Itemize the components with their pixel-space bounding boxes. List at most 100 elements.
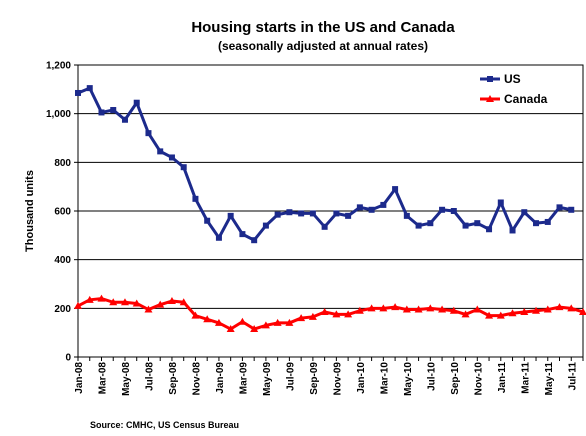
data-point-canada — [261, 321, 270, 329]
data-point-us — [133, 99, 140, 106]
data-point-canada — [438, 305, 447, 313]
data-point-canada — [191, 311, 200, 319]
x-tick-label: Mar-11 — [520, 362, 531, 394]
data-point-us — [145, 130, 152, 137]
x-tick-label: Jul-08 — [144, 362, 155, 391]
data-point-canada — [379, 304, 388, 312]
y-tick-label: 0 — [65, 353, 71, 364]
data-point-us — [345, 212, 352, 219]
x-tick-label: May-11 — [544, 362, 555, 396]
data-point-us — [227, 212, 234, 219]
data-point-us — [427, 220, 434, 227]
data-point-us — [98, 109, 105, 116]
data-point-canada — [426, 304, 435, 312]
series-layer — [74, 85, 586, 333]
y-tick-label: 1,200 — [46, 61, 71, 72]
data-point-us — [192, 195, 199, 202]
data-point-us — [262, 222, 269, 229]
data-point-us — [180, 164, 187, 171]
data-point-canada — [344, 310, 353, 318]
data-point-us — [415, 222, 422, 229]
data-point-canada — [308, 312, 317, 320]
data-point-us — [239, 231, 246, 238]
x-tick-label: Jul-09 — [285, 362, 296, 391]
x-tick-label: Jan-09 — [215, 362, 226, 394]
data-point-us — [450, 208, 457, 214]
data-point-us — [75, 89, 81, 96]
x-tick-label: May-09 — [262, 362, 273, 396]
data-point-canada — [203, 315, 212, 323]
x-axis-ticks: Jan-08 Mar-08 May-08 Jul-08 Sep-08 Nov-08 Jan-… — [74, 357, 584, 396]
x-tick-label: Nov-09 — [332, 362, 343, 396]
x-tick-label: Jan-10 — [356, 362, 367, 394]
data-point-us — [215, 234, 222, 241]
data-point-us — [333, 210, 340, 217]
y-tick-label: 200 — [54, 304, 71, 315]
chart-title: Housing starts in the US and Canada — [191, 19, 455, 36]
data-point-us — [309, 210, 316, 217]
data-point-canada — [85, 295, 94, 303]
data-point-us — [486, 226, 493, 233]
data-point-us — [110, 107, 117, 114]
data-point-us — [286, 209, 293, 216]
x-tick-label: Nov-10 — [473, 362, 484, 396]
x-tick-label: May-08 — [121, 362, 132, 396]
legend-marker-us — [487, 76, 493, 82]
data-point-canada — [391, 303, 400, 311]
legend-label-canada: Canada — [504, 92, 548, 106]
data-point-canada — [132, 299, 141, 307]
data-point-canada — [273, 318, 282, 326]
x-tick-label: Nov-08 — [191, 362, 202, 396]
data-point-us — [380, 201, 387, 208]
data-point-us — [204, 217, 211, 224]
x-tick-label: May-10 — [403, 362, 414, 396]
data-point-us — [251, 237, 258, 244]
data-point-canada — [414, 305, 423, 313]
chart-subtitle: (seasonally adjusted at annual rates) — [218, 39, 428, 53]
x-tick-label: Sep-09 — [309, 362, 320, 395]
data-point-canada — [167, 297, 176, 305]
gridlines — [78, 113, 583, 309]
data-point-us — [321, 223, 328, 230]
data-point-canada — [179, 298, 188, 306]
data-point-canada — [532, 306, 541, 314]
x-tick-label: Mar-09 — [238, 362, 249, 395]
data-point-us — [544, 218, 551, 225]
x-tick-label: Jan-08 — [74, 362, 85, 394]
data-point-us — [121, 116, 128, 123]
data-point-canada — [555, 303, 564, 311]
data-point-us — [533, 220, 540, 227]
data-point-us — [568, 206, 575, 213]
x-tick-label: Mar-10 — [379, 362, 390, 395]
x-tick-label: Jan-11 — [497, 362, 508, 394]
data-point-us — [86, 85, 93, 92]
data-point-canada — [109, 298, 118, 306]
data-point-canada — [156, 300, 165, 308]
y-tick-label: 1,000 — [46, 109, 71, 120]
data-point-canada — [461, 310, 470, 318]
data-point-us — [392, 186, 399, 193]
data-point-canada — [579, 307, 586, 315]
data-point-canada — [543, 305, 552, 313]
data-point-us — [298, 210, 305, 217]
data-point-us — [274, 211, 281, 218]
data-point-us — [521, 209, 528, 216]
plot-area-border — [77, 64, 584, 358]
data-point-canada — [320, 307, 329, 315]
data-point-us — [509, 227, 516, 234]
data-point-canada — [355, 306, 364, 314]
x-tick-label: Mar-08 — [97, 362, 108, 395]
y-axis-ticks: 0 200 400 600 800 1,000 1,200 — [46, 61, 78, 364]
data-point-canada — [226, 325, 235, 333]
data-point-canada — [520, 307, 529, 315]
data-point-canada — [508, 309, 517, 317]
data-point-us — [497, 199, 504, 206]
data-point-canada — [567, 304, 576, 312]
data-point-us — [439, 206, 446, 213]
data-point-canada — [238, 317, 247, 325]
data-point-canada — [496, 311, 505, 319]
data-point-canada — [449, 306, 458, 314]
data-point-us — [403, 212, 410, 219]
data-point-canada — [473, 305, 482, 313]
